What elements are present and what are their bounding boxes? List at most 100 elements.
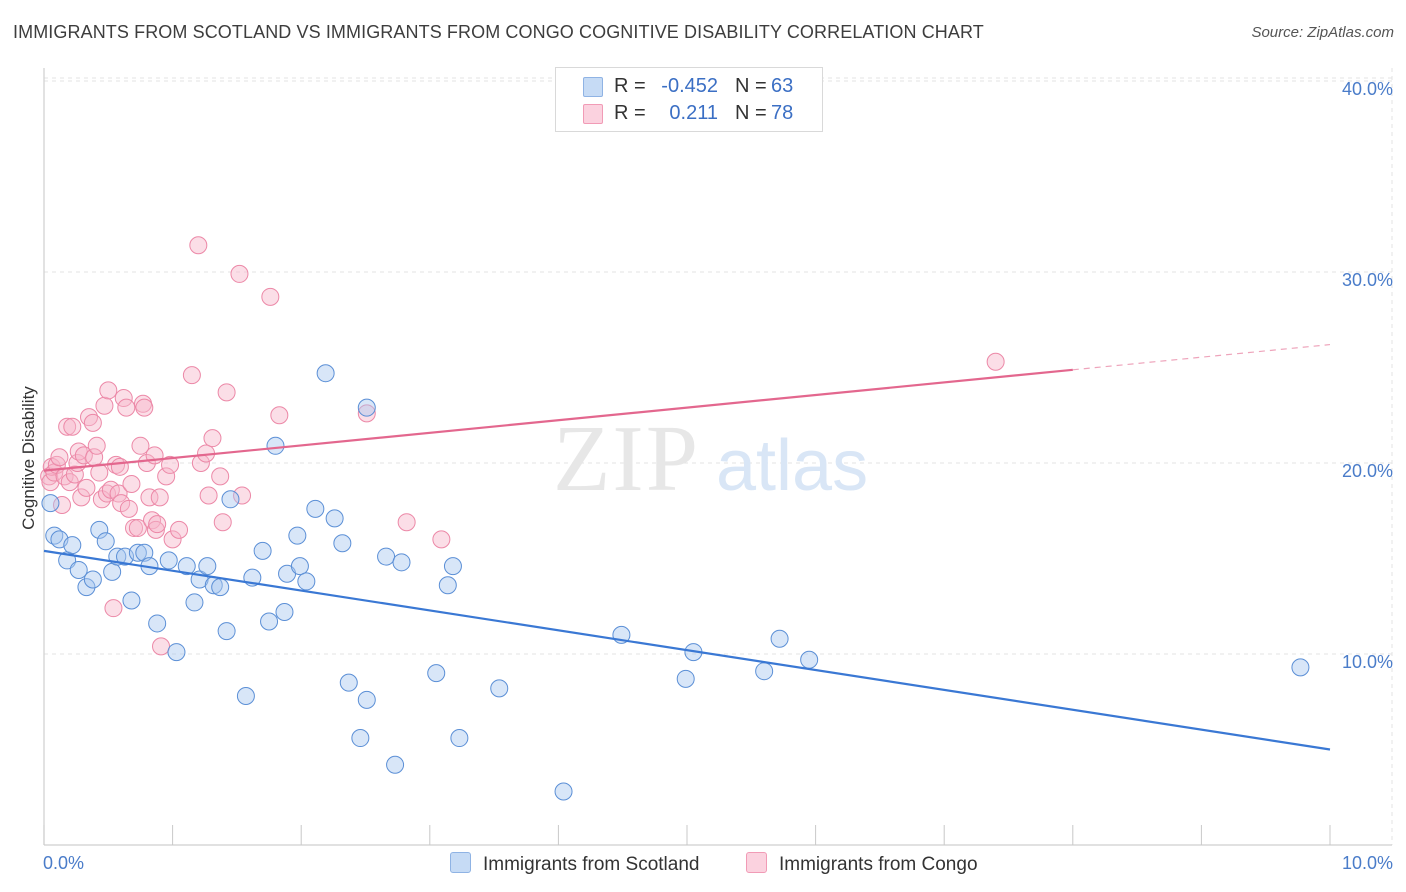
scotland-point — [135, 543, 154, 562]
congo-point — [63, 417, 82, 436]
scotland-point — [177, 557, 196, 576]
x-tick-label: 0.0% — [43, 853, 84, 873]
congo-point — [110, 457, 129, 476]
scotland-point — [103, 562, 122, 581]
congo-point — [140, 488, 159, 507]
y-tick-labels: 10.0% 20.0% 30.0% 40.0% — [1342, 79, 1393, 672]
series-congo-points — [40, 236, 1005, 656]
congo-point — [125, 518, 144, 537]
y-tick-label: 10.0% — [1342, 652, 1393, 672]
congo-point — [397, 513, 416, 532]
scotland-point — [554, 782, 573, 801]
congo-point — [150, 488, 169, 507]
y-tick-label: 40.0% — [1342, 79, 1393, 99]
scotland-point — [159, 551, 178, 570]
legend-label: Immigrants from Scotland — [483, 854, 700, 875]
congo-point — [117, 398, 136, 417]
scotland-point — [450, 729, 469, 748]
legend-label: Immigrants from Congo — [779, 854, 978, 875]
congo-point — [152, 637, 171, 656]
trend-lines — [43, 343, 1331, 751]
congo-point — [217, 383, 236, 402]
legend-item-scotland[interactable]: Immigrants from Scotland — [450, 852, 699, 878]
congo-point — [189, 236, 208, 255]
scotland-trend-line — [43, 549, 1331, 751]
congo-trend-line-extension — [1072, 343, 1331, 371]
congo-point — [87, 436, 106, 455]
scotland-point — [755, 662, 774, 681]
congo-point — [65, 465, 84, 484]
source-label: Source: ZipAtlas.com — [1251, 24, 1394, 41]
congo-point — [128, 518, 147, 537]
scotland-point — [392, 553, 411, 572]
congo-point — [119, 499, 138, 518]
scotland-point — [63, 536, 82, 555]
scotland-point — [253, 541, 272, 560]
axes — [43, 68, 1392, 846]
scotland-point — [377, 547, 396, 566]
y-axis-label: Cognitive Disability — [19, 386, 38, 530]
scotland-point — [122, 591, 141, 610]
congo-point — [211, 467, 230, 486]
y-tick-label: 20.0% — [1342, 461, 1393, 481]
scotland-point — [266, 436, 285, 455]
y-tick-label: 30.0% — [1342, 270, 1393, 290]
scotland-swatch — [450, 852, 471, 873]
congo-point — [137, 454, 156, 472]
congo-point — [230, 264, 249, 283]
watermark-atlas: atlas — [716, 426, 868, 506]
congo-point — [99, 381, 118, 400]
scotland-point — [386, 755, 405, 774]
congo-trend-line — [43, 368, 1073, 472]
scotland-swatch — [583, 77, 603, 97]
legend-item-congo[interactable]: Immigrants from Congo — [746, 852, 978, 878]
scotland-point — [90, 520, 109, 539]
r-value: -0.452 — [661, 75, 718, 97]
scotland-point — [77, 578, 96, 597]
scotland-point — [306, 499, 325, 518]
congo-point — [92, 490, 111, 509]
congo-point — [986, 352, 1005, 371]
scotland-point — [443, 557, 462, 576]
stats-row-congo: R = 0.211 N = 78 — [556, 100, 822, 128]
congo-point — [90, 463, 109, 482]
congo-point — [53, 496, 72, 515]
scotland-point — [290, 557, 309, 576]
congo-point — [72, 488, 91, 507]
scotland-point — [148, 614, 167, 633]
congo-point — [233, 486, 252, 505]
scotland-point — [69, 560, 88, 579]
congo-point — [146, 520, 165, 539]
congo-swatch — [583, 104, 603, 124]
scotland-point — [185, 593, 204, 612]
congo-point — [157, 467, 176, 486]
scotland-point — [438, 576, 457, 595]
stats-row-scotland: R = -0.452 N = 63 — [556, 73, 822, 101]
scotland-point — [676, 669, 695, 688]
scotland-point — [357, 398, 376, 417]
n-label: N = — [735, 75, 767, 97]
congo-point — [135, 398, 154, 417]
congo-point — [163, 530, 182, 549]
congo-point — [104, 599, 123, 618]
r-label: R = — [614, 75, 646, 97]
congo-point — [58, 417, 77, 436]
scotland-point — [316, 364, 335, 383]
scotland-point — [211, 578, 230, 597]
chart-title: IMMIGRANTS FROM SCOTLAND VS IMMIGRANTS F… — [13, 22, 984, 42]
scotland-point — [325, 509, 344, 528]
scotland-point — [490, 679, 509, 698]
congo-point — [50, 448, 69, 467]
scotland-point — [96, 532, 115, 551]
congo-point — [357, 404, 376, 423]
congo-point — [131, 436, 150, 455]
r-label: R = — [614, 102, 646, 124]
congo-point — [148, 515, 167, 534]
scotland-point — [236, 687, 255, 706]
congo-point — [432, 530, 451, 549]
scotland-point — [260, 612, 279, 631]
scotland-point — [41, 494, 60, 513]
stats-box: R = -0.452 N = 63 R = 0.211 N = 78 — [555, 67, 823, 132]
congo-point — [95, 396, 114, 415]
